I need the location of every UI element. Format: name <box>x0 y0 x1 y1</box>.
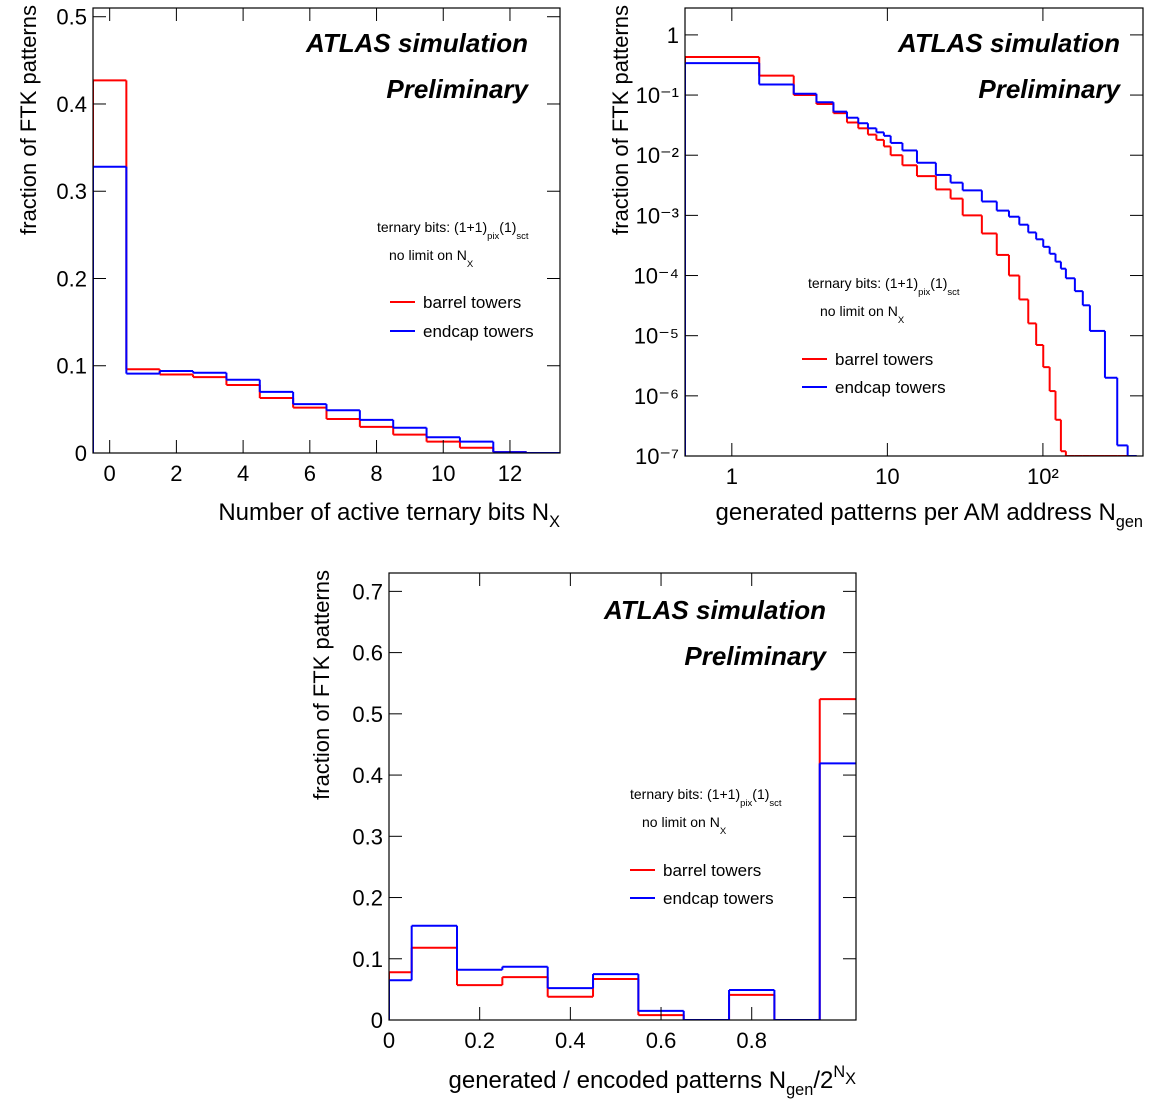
y-tick-label: 0.4 <box>56 92 87 117</box>
label-part: (1) <box>752 786 769 802</box>
x-tick-label: 12 <box>498 461 522 486</box>
y-tick-label: 0.5 <box>56 5 87 30</box>
x-axis-label: Number of active ternary bits NX <box>218 499 560 531</box>
y-tick-label: 10⁻¹ <box>636 83 679 108</box>
label-part: ternary bits: (1+1) <box>630 786 740 802</box>
x-axis-label: generated patterns per AM address Ngen <box>716 499 1143 531</box>
label-part: Number of active ternary bits N <box>218 499 549 526</box>
y-tick-label: 0.3 <box>56 179 87 204</box>
y-tick-label: 0.2 <box>56 266 87 291</box>
annotation: ternary bits: (1+1)pix(1)sct <box>808 275 960 298</box>
label-part: sct <box>947 287 960 298</box>
label-part: generated / encoded patterns N <box>449 1067 787 1094</box>
frame <box>388 572 857 1021</box>
y-tick-label: 10⁻⁶ <box>634 384 679 409</box>
y-tick-label: 10⁻² <box>636 143 679 168</box>
x-tick-label: 1 <box>726 464 738 489</box>
x-tick-label: 8 <box>370 461 382 486</box>
label-part: no limit on N <box>820 303 898 319</box>
y-tick-label: 0 <box>371 1008 383 1033</box>
y-tick-label: 0.5 <box>352 702 383 727</box>
label-part: pix <box>740 798 752 809</box>
x-tick-label: 0.8 <box>736 1028 767 1053</box>
label-part: gen <box>786 1081 813 1099</box>
y-tick-label: 10⁻⁵ <box>634 324 679 349</box>
y-tick-label: 0.3 <box>352 824 383 849</box>
y-tick-label: 10⁻⁷ <box>635 444 679 469</box>
legend-label: endcap towers <box>663 889 774 908</box>
y-tick-label: 0.4 <box>352 763 383 788</box>
x-tick-label: 4 <box>237 461 249 486</box>
x-tick-label: 0.2 <box>464 1028 495 1053</box>
y-tick-label: 0 <box>75 441 87 466</box>
label-part: sct <box>516 231 529 242</box>
x-tick-label: 10² <box>1027 464 1059 489</box>
label-part: N <box>833 1063 845 1081</box>
x-tick-label: 2 <box>170 461 182 486</box>
atlas-label: Preliminary <box>978 74 1121 104</box>
x-tick-label: 10 <box>875 464 899 489</box>
y-tick-label: 10⁻⁴ <box>633 264 679 289</box>
y-tick-label: 0.2 <box>352 886 383 911</box>
label-part: sct <box>769 798 782 809</box>
label-part: pix <box>487 231 499 242</box>
label-part: /2 <box>813 1067 833 1094</box>
label-part: X <box>467 259 474 270</box>
y-tick-label: 10⁻³ <box>636 203 679 228</box>
label-part: generated patterns per AM address N <box>716 499 1116 526</box>
legend-label: barrel towers <box>423 293 521 312</box>
annotation: ternary bits: (1+1)pix(1)sct <box>377 219 529 242</box>
x-tick-label: 0 <box>104 461 116 486</box>
x-tick-label: 0.4 <box>555 1028 586 1053</box>
label-part: no limit on N <box>389 247 467 263</box>
plot-area <box>389 698 856 1020</box>
y-tick-label: 1 <box>667 23 679 48</box>
y-axis-label: fraction of FTK patterns <box>16 5 41 235</box>
label-part: gen <box>1116 513 1143 531</box>
annotation: no limit on NX <box>642 814 727 837</box>
y-tick-label: 0.7 <box>352 579 383 604</box>
plot-area <box>685 55 1137 456</box>
plot-area <box>93 79 560 453</box>
atlas-label: ATLAS simulation <box>897 28 1120 58</box>
y-tick-label: 0.6 <box>352 641 383 666</box>
x-tick-label: 10 <box>431 461 455 486</box>
label-part: ternary bits: (1+1) <box>377 219 487 235</box>
legend-label: barrel towers <box>663 861 761 880</box>
atlas-label: Preliminary <box>684 641 827 671</box>
atlas-label: ATLAS simulation <box>305 28 528 58</box>
frame <box>92 7 561 454</box>
frame <box>684 7 1144 457</box>
legend-label: endcap towers <box>423 322 534 341</box>
legend-label: endcap towers <box>835 378 946 397</box>
label-part: (1) <box>930 275 947 291</box>
y-tick-label: 0.1 <box>352 947 383 972</box>
y-axis-label: fraction of FTK patterns <box>608 5 633 235</box>
legend-label: barrel towers <box>835 350 933 369</box>
y-axis-label: fraction of FTK patterns <box>309 570 334 800</box>
annotation: no limit on NX <box>820 303 905 326</box>
label-part: X <box>845 1070 856 1088</box>
label-part: ternary bits: (1+1) <box>808 275 918 291</box>
annotation: ternary bits: (1+1)pix(1)sct <box>630 786 782 809</box>
atlas-label: Preliminary <box>386 74 529 104</box>
x-tick-label: 0.6 <box>646 1028 677 1053</box>
label-part: pix <box>918 287 930 298</box>
label-part: X <box>549 513 560 531</box>
label-part: X <box>720 826 727 837</box>
annotation: no limit on NX <box>389 247 474 270</box>
x-axis-label: generated / encoded patterns Ngen/2NX <box>449 1063 857 1099</box>
x-tick-label: 6 <box>304 461 316 486</box>
atlas-label: ATLAS simulation <box>603 595 826 625</box>
label-part: no limit on N <box>642 814 720 830</box>
label-part: (1) <box>499 219 516 235</box>
y-tick-label: 0.1 <box>56 354 87 379</box>
x-tick-label: 0 <box>383 1028 395 1053</box>
label-part: X <box>898 315 905 326</box>
